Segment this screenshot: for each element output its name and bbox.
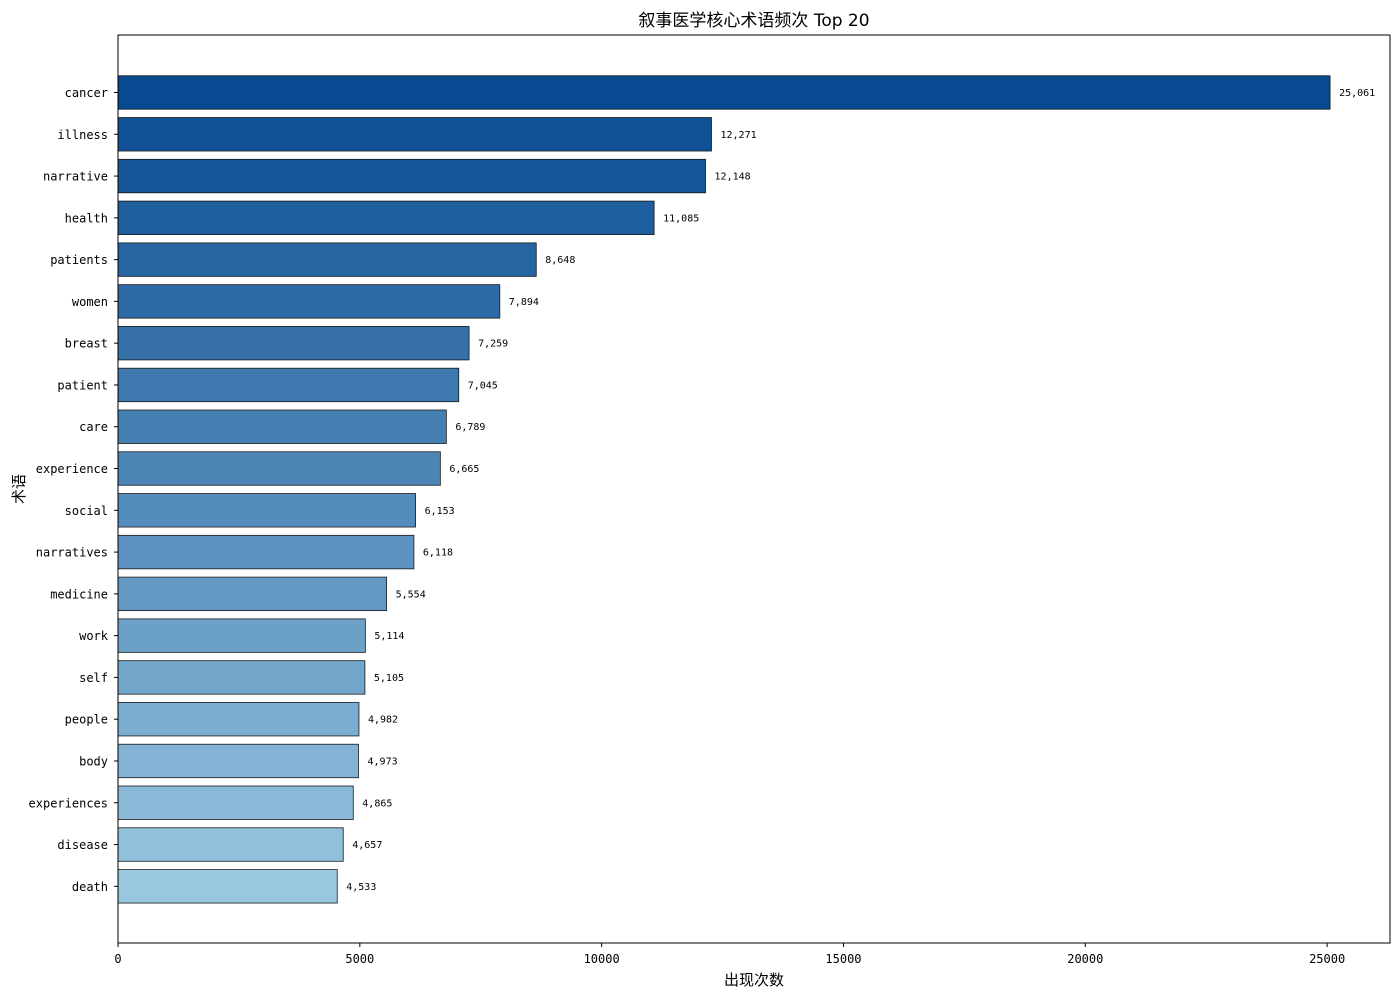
- y-tick-label-care: care: [79, 420, 108, 434]
- y-tick-label-narratives: narratives: [36, 546, 108, 560]
- bar-care: [117, 409, 447, 444]
- plot-frame: [117, 34, 1391, 944]
- x-tick-label-15000: 15000: [825, 952, 861, 966]
- x-tick-label-0: 0: [114, 952, 121, 966]
- data-label-medicine: 5,554: [396, 589, 426, 600]
- y-tick-label-illness: illness: [57, 128, 108, 142]
- data-label-women: 7,894: [509, 297, 539, 308]
- bar-body: [117, 743, 359, 779]
- bar-narrative: [117, 158, 706, 194]
- data-labels: 25,061 12,271 12,148 11,085 8,648 7,894 7,259 7…: [346, 88, 1375, 893]
- bar-death: [117, 869, 338, 904]
- bar-illness: [117, 117, 712, 152]
- data-label-death: 4,533: [346, 882, 376, 893]
- y-tick-label-patients: patients: [50, 253, 108, 267]
- bar-patient: [117, 367, 460, 403]
- data-label-health: 11,085: [663, 213, 699, 224]
- data-label-experience: 6,665: [449, 464, 479, 475]
- bar-experiences: [117, 785, 354, 820]
- data-label-people: 4,982: [368, 715, 398, 726]
- y-tick-label-experience: experience: [36, 462, 108, 476]
- y-tick-label-narrative: narrative: [43, 170, 108, 184]
- data-label-narratives: 6,118: [423, 548, 453, 559]
- y-tick-label-cancer: cancer: [65, 86, 108, 100]
- bars-layer: [117, 75, 1331, 904]
- data-label-experiences: 4,865: [362, 798, 392, 809]
- x-tick-label-20000: 20000: [1067, 952, 1103, 966]
- y-tick-label-work: work: [79, 629, 109, 643]
- bar-women: [117, 284, 501, 319]
- data-label-disease: 4,657: [352, 840, 382, 851]
- x-axis: 0 5000 10000 15000 20000 25000: [114, 943, 1345, 966]
- data-label-narrative: 12,148: [715, 172, 751, 183]
- bar-disease: [117, 827, 344, 862]
- x-tick-label-25000: 25000: [1309, 952, 1345, 966]
- bar-experience: [117, 451, 441, 486]
- y-tick-label-disease: disease: [57, 838, 108, 852]
- bar-health: [117, 200, 655, 235]
- data-label-cancer: 25,061: [1339, 88, 1375, 99]
- y-tick-label-self: self: [79, 671, 108, 685]
- y-tick-label-patient: patient: [57, 378, 108, 392]
- data-label-self: 5,105: [374, 673, 404, 684]
- bar-work: [117, 618, 366, 653]
- bar-patients: [117, 242, 537, 277]
- x-tick-label-5000: 5000: [345, 952, 374, 966]
- y-axis: cancer illness narrative health patients wome…: [29, 86, 118, 894]
- bar-social: [117, 493, 416, 528]
- bar-self: [117, 660, 366, 695]
- data-label-body: 4,973: [368, 756, 398, 767]
- data-label-work: 5,114: [374, 631, 404, 642]
- y-tick-label-people: people: [65, 713, 108, 727]
- x-axis-label: 出现次数: [724, 971, 784, 989]
- y-tick-label-breast: breast: [65, 337, 108, 351]
- data-label-patients: 8,648: [545, 255, 575, 266]
- data-label-patient: 7,045: [468, 380, 498, 391]
- y-tick-label-health: health: [65, 211, 108, 225]
- y-tick-label-medicine: medicine: [50, 587, 108, 601]
- bar-people: [117, 702, 360, 737]
- bar-narratives: [117, 534, 415, 570]
- x-tick-label-10000: 10000: [584, 952, 620, 966]
- y-tick-label-women: women: [72, 295, 108, 309]
- y-tick-label-death: death: [72, 880, 108, 894]
- data-label-breast: 7,259: [478, 339, 508, 350]
- data-label-social: 6,153: [425, 506, 455, 517]
- bar-medicine: [117, 576, 388, 612]
- y-tick-label-body: body: [79, 754, 108, 768]
- chart-title: 叙事医学核心术语频次 Top 20: [638, 11, 869, 31]
- y-tick-label-social: social: [65, 504, 108, 518]
- bar-cancer: [117, 75, 1331, 110]
- bar-breast: [117, 326, 470, 361]
- data-label-care: 6,789: [455, 422, 485, 433]
- data-label-illness: 12,271: [720, 130, 756, 141]
- y-axis-label: 术语: [10, 474, 28, 504]
- y-tick-label-experiences: experiences: [29, 796, 108, 810]
